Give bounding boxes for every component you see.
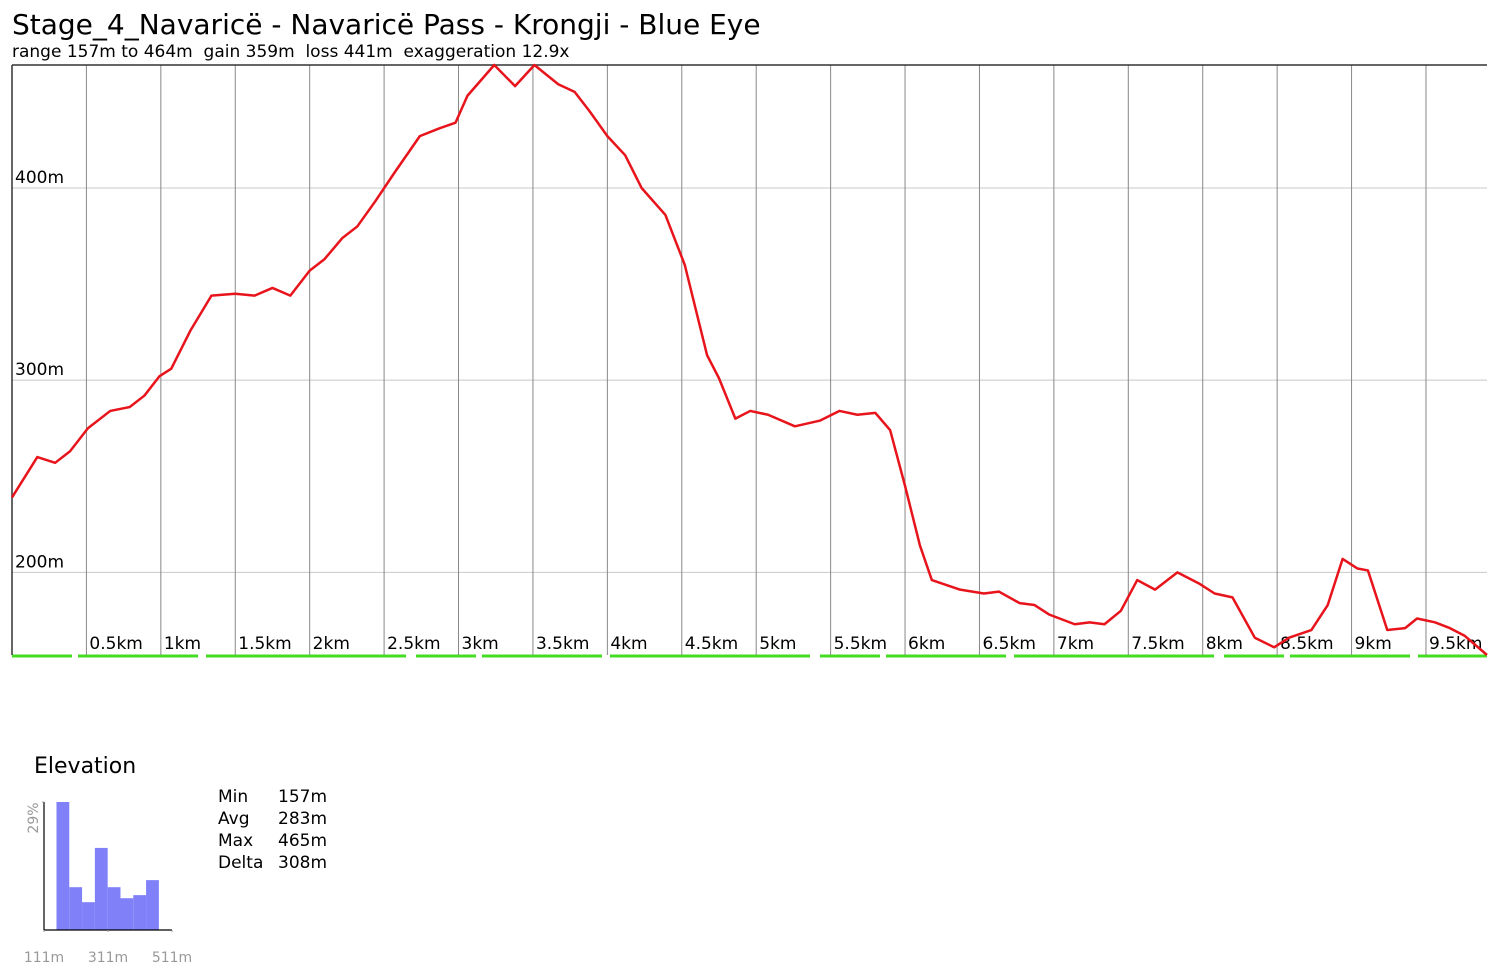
x-tick-label: 5km	[759, 634, 796, 654]
title: Stage_4_Navaricë - Navaricë Pass - Krong…	[12, 8, 761, 41]
stat-label: Avg	[218, 809, 250, 829]
x-tick-label: 8.5km	[1280, 634, 1333, 654]
stat-value: 465m	[278, 831, 327, 851]
stat-value: 308m	[278, 853, 327, 873]
x-tick-label: 6km	[908, 634, 945, 654]
y-tick-label: 300m	[15, 360, 64, 380]
histogram-bar	[94, 847, 108, 930]
histogram-bar	[82, 902, 95, 930]
y-tick-label: 400m	[15, 168, 64, 188]
x-tick-label: 5.5km	[834, 634, 887, 654]
stat-label: Delta	[218, 853, 263, 873]
x-tick-label: 7.5km	[1131, 634, 1184, 654]
histogram-bar	[120, 898, 134, 930]
x-tick-label: 2km	[313, 634, 350, 654]
y-tick-label: 29%	[26, 802, 42, 833]
x-tick-label: 3km	[462, 634, 499, 654]
stat-value: 283m	[278, 809, 327, 829]
x-tick-label: 6.5km	[982, 634, 1035, 654]
subtitle: range 157m to 464m gain 359m loss 441m e…	[12, 42, 569, 62]
x-tick-label: 0.5km	[89, 634, 142, 654]
x-tick-label: 7km	[1057, 634, 1094, 654]
x-tick-label: 4.5km	[685, 634, 738, 654]
x-tick-label: 111m	[24, 950, 64, 966]
elevation-line	[10, 63, 1488, 656]
histogram-bar	[56, 802, 70, 930]
stat-value: 157m	[278, 787, 327, 807]
x-tick-label: 9km	[1355, 634, 1392, 654]
x-tick-label: 4km	[610, 634, 647, 654]
histogram-bar	[69, 887, 83, 930]
histogram-title: Elevation	[34, 754, 136, 779]
stat-label: Min	[218, 787, 248, 807]
x-tick-label: 511m	[152, 950, 192, 966]
stat-label: Max	[218, 831, 253, 851]
y-tick-label: 200m	[15, 552, 64, 572]
x-tick-label: 311m	[88, 950, 128, 966]
x-tick-label: 3.5km	[536, 634, 589, 654]
x-tick-label: 1.5km	[238, 634, 291, 654]
histogram-bar	[107, 887, 121, 930]
x-tick-label: 1km	[164, 634, 201, 654]
x-tick-label: 8km	[1206, 634, 1243, 654]
histogram-bar	[133, 895, 147, 930]
histogram-bar	[146, 880, 159, 930]
x-tick-label: 2.5km	[387, 634, 440, 654]
